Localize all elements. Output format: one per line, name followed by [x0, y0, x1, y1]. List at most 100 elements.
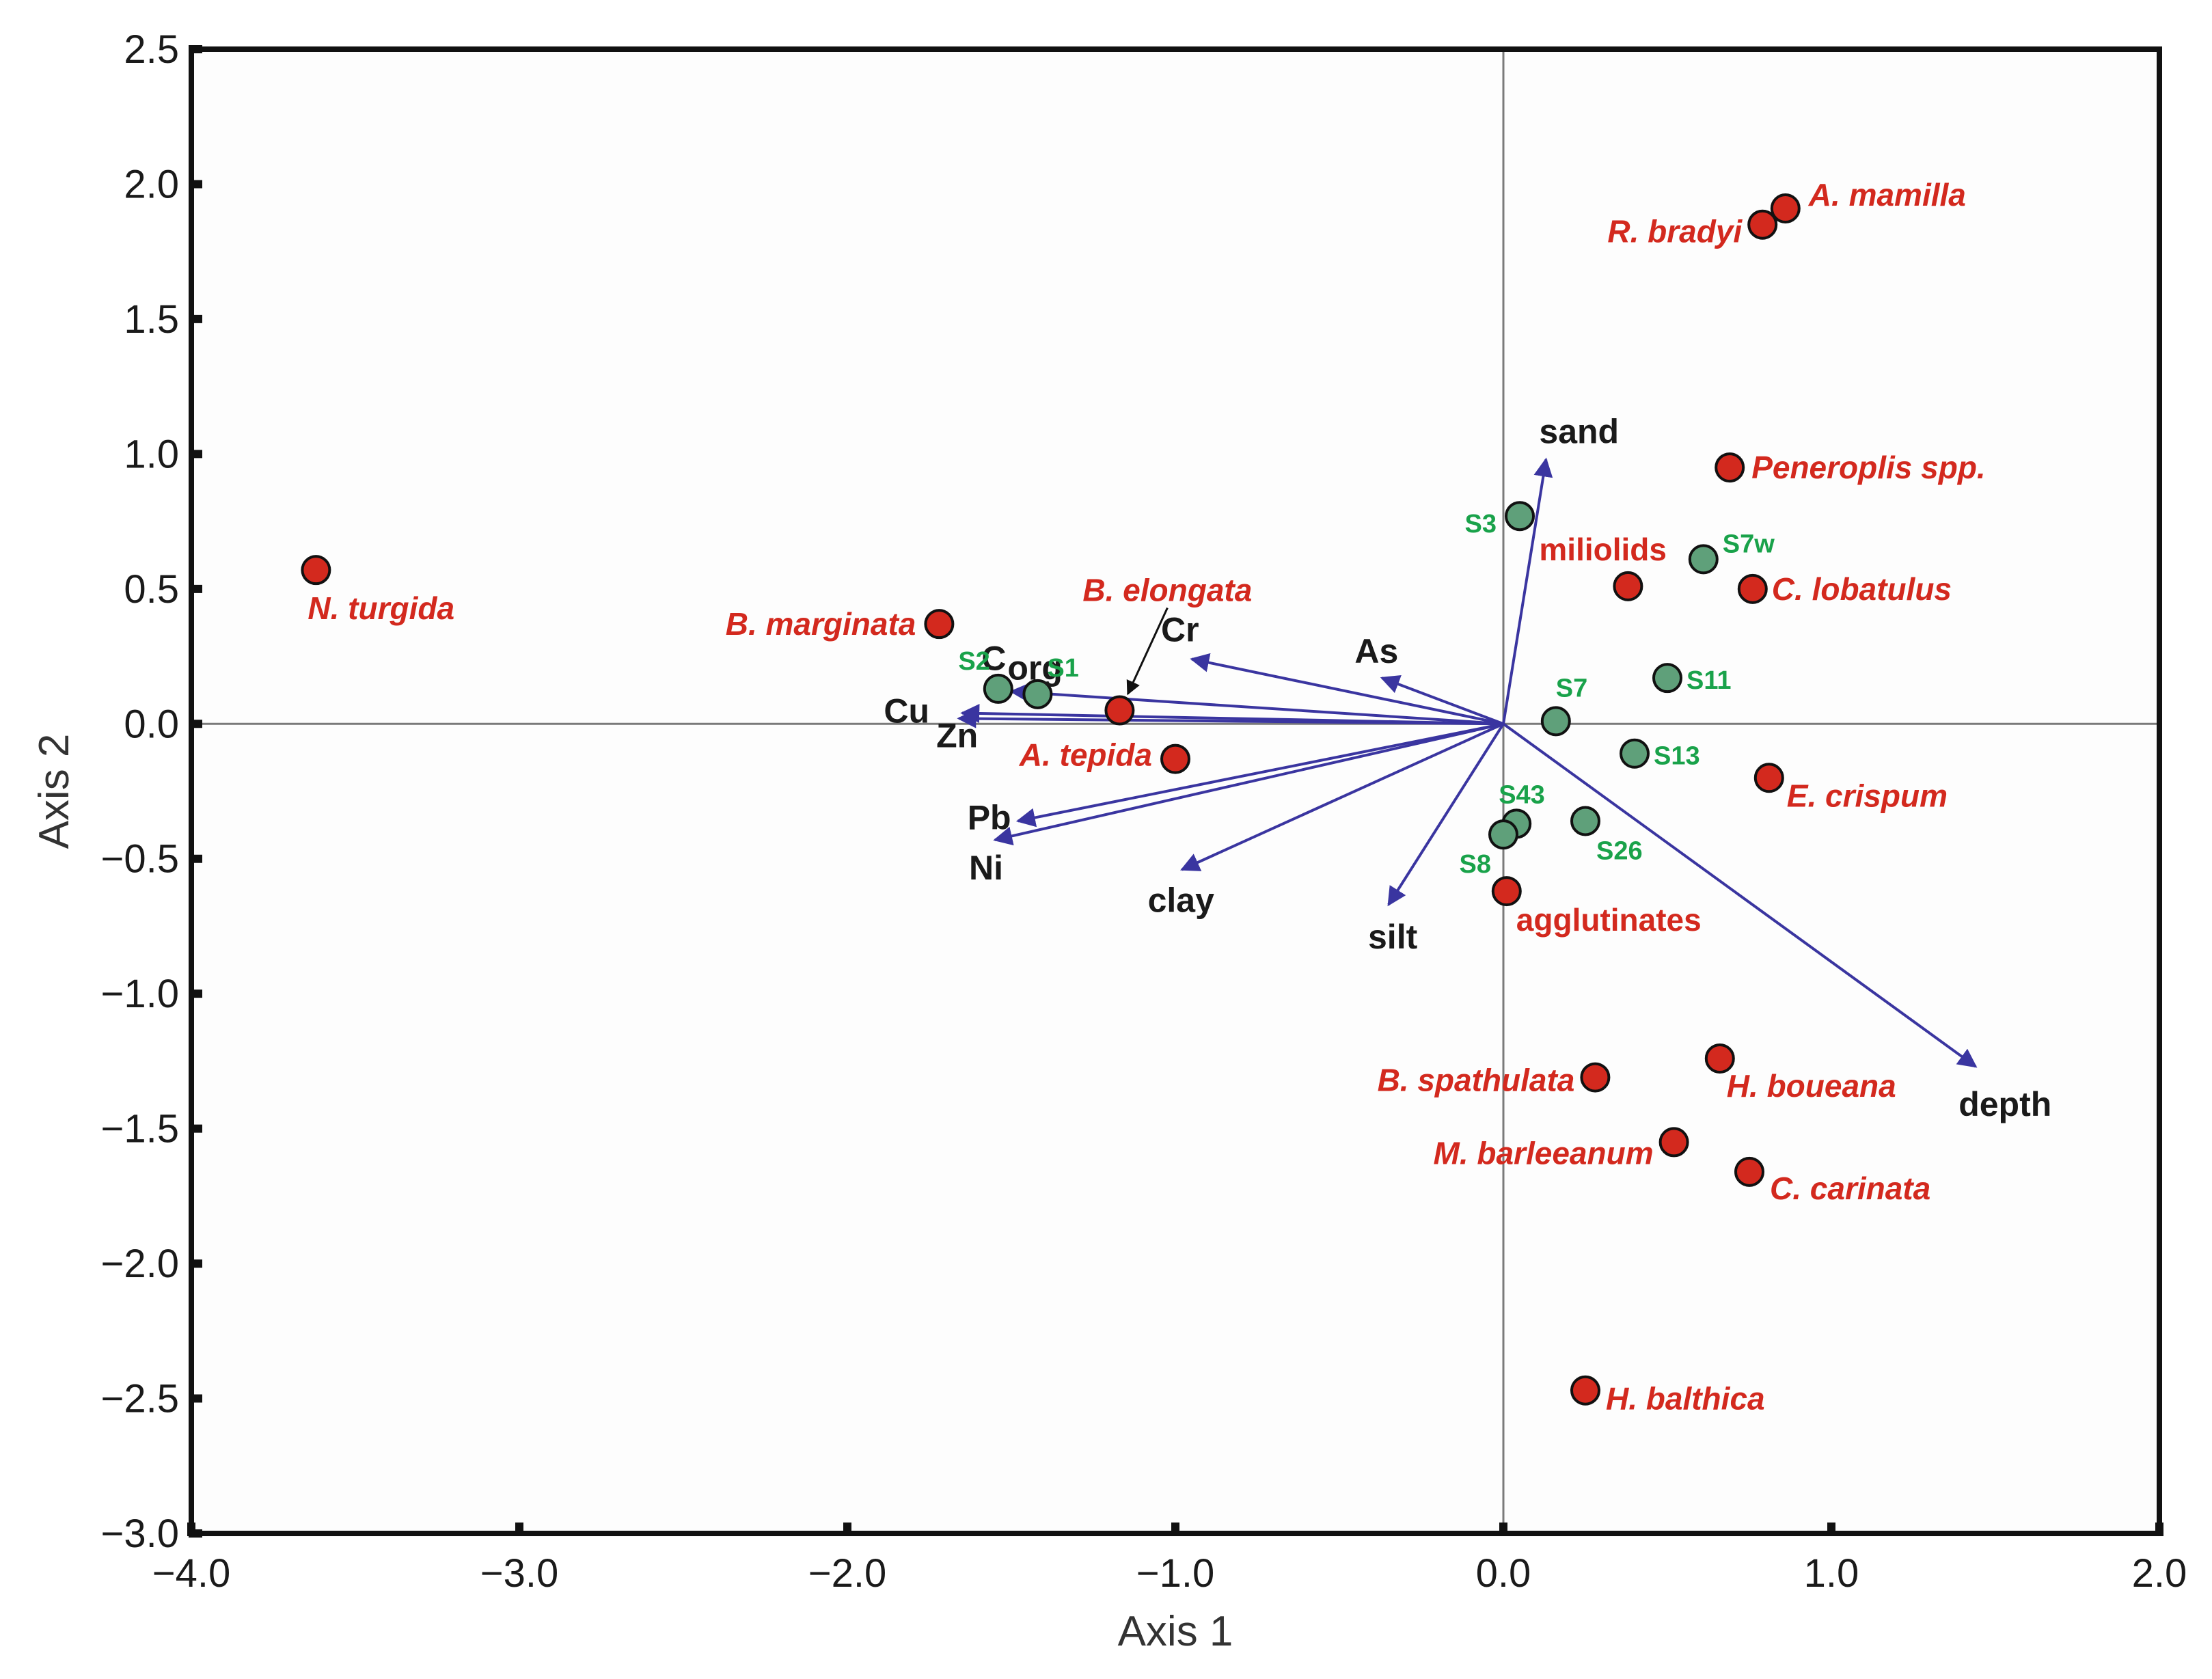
species-label: Peneroplis spp. [1751, 450, 1986, 485]
station-label: S1 [1047, 654, 1078, 683]
species-point [1734, 1156, 1764, 1187]
b-elongata-pointer [1126, 607, 1169, 696]
species-label: C. lobatulus [1772, 571, 1952, 607]
env-vector-cr [1190, 653, 1504, 726]
env-label-clay: clay [1148, 882, 1215, 920]
x-tick-label: 0.0 [1476, 1551, 1531, 1596]
species-point [1737, 573, 1768, 604]
y-axis-title: Axis 2 [31, 734, 78, 849]
station-label: S26 [1596, 836, 1643, 865]
env-label-cr: Cr [1161, 610, 1199, 649]
env-label-corg-subscript: org [1007, 649, 1063, 687]
station-point [983, 673, 1013, 704]
env-vector-corg [1009, 683, 1504, 726]
species-label: C. carinata [1770, 1171, 1930, 1206]
station-label: S43 [1499, 780, 1545, 809]
species-point [1753, 763, 1784, 793]
station-point [1652, 663, 1682, 694]
x-tick-label: 1.0 [1804, 1551, 1859, 1596]
env-vector-depth [1502, 722, 1978, 1068]
y-tick-label: −1.5 [101, 1107, 180, 1151]
environmental-vectors [957, 457, 1978, 1068]
species-label: H. balthica [1606, 1381, 1765, 1417]
x-tick-label: −1.0 [1136, 1551, 1215, 1596]
env-vector-as [1380, 674, 1504, 726]
station-label: S8 [1460, 850, 1491, 879]
species-label: miliolids [1539, 532, 1667, 567]
station-label: S11 [1687, 666, 1732, 695]
x-tick-label: 2.0 [2132, 1551, 2187, 1596]
species-label: R. bradyi [1607, 214, 1743, 249]
env-label-as: As [1354, 632, 1398, 670]
species-point [1580, 1062, 1611, 1093]
species-label: B. spathulata [1378, 1063, 1575, 1098]
species-point [1160, 743, 1190, 774]
station-point [1620, 738, 1650, 769]
station-label: S7w [1723, 530, 1775, 558]
env-label-sand: sand [1539, 412, 1619, 450]
env-label-cu: Cu [884, 692, 929, 730]
env-label-depth: depth [1958, 1085, 2051, 1123]
station-label: S7 [1556, 674, 1587, 702]
x-tick-label: −4.0 [152, 1551, 231, 1596]
species-point [1613, 571, 1643, 601]
species-label: B. elongata [1082, 573, 1252, 608]
station-label: S3 [1465, 510, 1497, 538]
y-tick-label: 0.5 [124, 567, 179, 612]
species-point [1704, 1043, 1735, 1074]
env-vector-silt [1387, 723, 1505, 907]
station-point [1022, 679, 1053, 709]
env-vector-ni [993, 722, 1504, 846]
env-vector-clay [1180, 722, 1504, 871]
station-point [1688, 544, 1719, 575]
species-point [924, 609, 955, 640]
plot-background [191, 49, 2159, 1533]
species-point [1104, 695, 1135, 726]
y-tick-label: 2.0 [124, 162, 179, 206]
station-label: S2 [958, 647, 989, 676]
x-axis-title: Axis 1 [1118, 1608, 1233, 1655]
env-label-corg: C [981, 639, 1006, 677]
env-vector-sand [1502, 457, 1553, 724]
species-label: A. mamilla [1808, 177, 1966, 213]
species-point [1747, 209, 1778, 240]
y-tick-label: 2.5 [124, 27, 179, 72]
env-label-pb: Pb [968, 798, 1011, 836]
y-tick-label: −1.0 [101, 972, 180, 1016]
y-tick-label: −2.0 [101, 1242, 180, 1286]
station-point [1570, 806, 1600, 836]
y-tick-label: −3.0 [101, 1512, 180, 1556]
species-point [1658, 1127, 1689, 1158]
species-point [1570, 1375, 1600, 1406]
species-label: agglutinates [1516, 902, 1702, 938]
env-label-ni: Ni [969, 849, 1003, 887]
env-vector-zn [957, 709, 1504, 728]
plot-frame [189, 46, 2162, 1536]
env-label-zn: Zn [936, 716, 978, 754]
species-points [301, 193, 1801, 1406]
species-label: N. turgida [308, 590, 454, 626]
species-label: M. barleeanum [1434, 1135, 1654, 1171]
station-label: S13 [1654, 742, 1700, 771]
species-point [1491, 876, 1522, 907]
species-point [1770, 193, 1801, 223]
x-tick-label: −2.0 [808, 1551, 887, 1596]
species-label: H. boueana [1727, 1068, 1896, 1104]
x-tick-label: −3.0 [480, 1551, 559, 1596]
species-label: B. marginata [726, 606, 916, 642]
station-point [1488, 819, 1518, 850]
y-tick-label: 0.0 [124, 702, 179, 746]
station-point [1540, 706, 1571, 737]
station-point [1505, 501, 1535, 532]
y-tick-label: 1.0 [124, 432, 179, 476]
y-tick-label: −0.5 [101, 837, 180, 882]
y-tick-label: −2.5 [101, 1377, 180, 1421]
axis-ticks: −4.0 −3.0 −2.0 −1.0 0.0 1.0 2.02.52.01.51.00.5… [101, 27, 2187, 1596]
env-vector-pb [1015, 722, 1504, 828]
species-point [1715, 452, 1745, 483]
station-points [983, 501, 1719, 850]
species-label: E. crispum [1787, 778, 1948, 813]
y-tick-label: 1.5 [124, 297, 179, 342]
